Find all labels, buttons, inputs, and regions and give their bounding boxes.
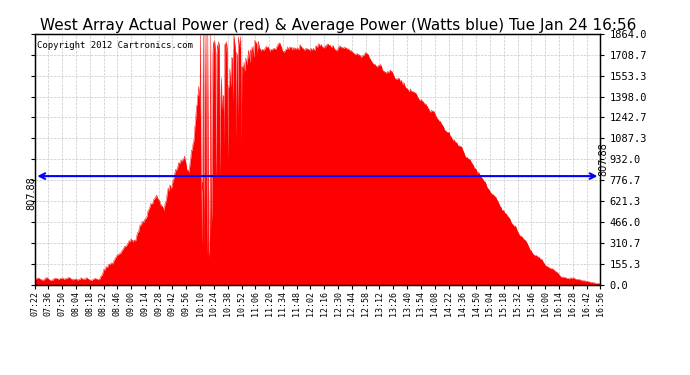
Text: 807.88: 807.88 bbox=[27, 176, 37, 210]
Text: Copyright 2012 Cartronics.com: Copyright 2012 Cartronics.com bbox=[37, 41, 193, 50]
Text: West Array Actual Power (red) & Average Power (Watts blue) Tue Jan 24 16:56: West Array Actual Power (red) & Average … bbox=[40, 18, 637, 33]
Text: 807.88: 807.88 bbox=[598, 142, 608, 176]
